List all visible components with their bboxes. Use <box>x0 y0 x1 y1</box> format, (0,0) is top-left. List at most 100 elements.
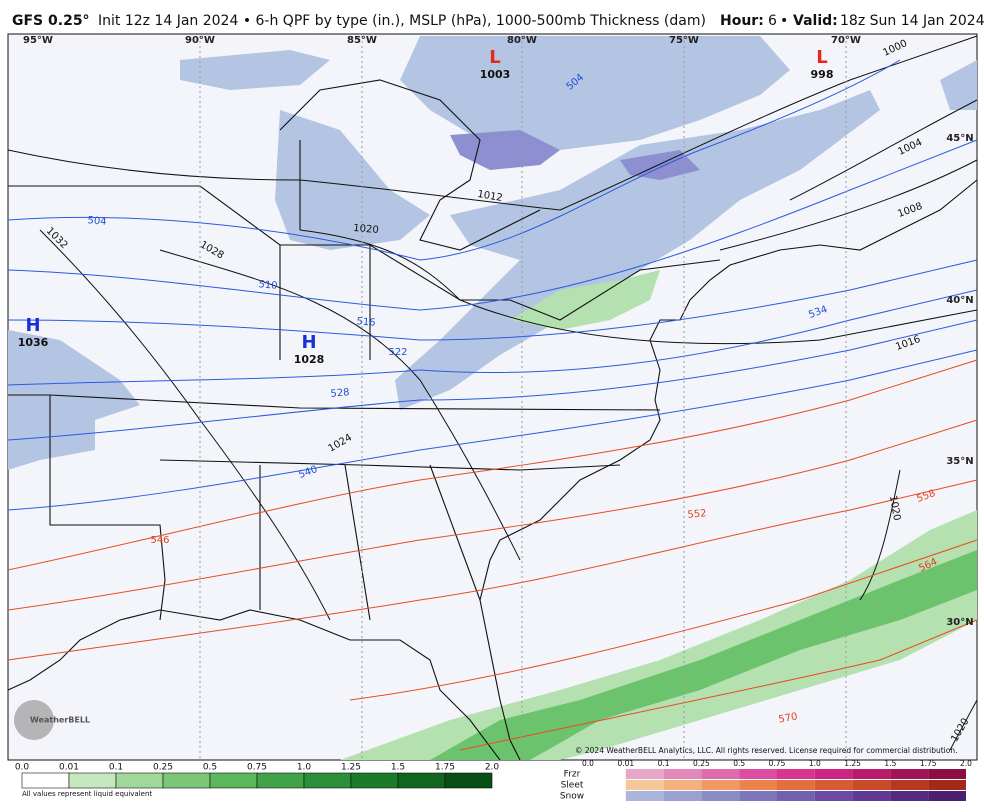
hour: 6 <box>768 13 777 29</box>
qpf-swatch <box>256 772 305 789</box>
qpf-tick-label: 0.25 <box>153 763 173 773</box>
type-swatch <box>777 791 815 801</box>
type-swatch <box>739 769 777 779</box>
type-swatch <box>928 791 966 801</box>
qpf-swatch <box>444 772 493 789</box>
header-description: Init 12z 14 Jan 2024 • 6-h QPF by type (… <box>98 13 706 29</box>
type-tick-label: 0.5 <box>733 759 745 768</box>
qpf-tick-label: 0.0 <box>15 763 30 773</box>
precip-type-label: Snow <box>560 792 584 802</box>
thickness-line <box>7 289 978 386</box>
qpf-tick-label: 1.5 <box>391 763 405 773</box>
thickness-line <box>7 139 978 311</box>
type-swatch <box>625 769 664 779</box>
type-swatch <box>588 769 626 779</box>
type-swatch <box>739 780 777 790</box>
hour-label: Hour: <box>720 13 764 29</box>
qpf-swatch <box>21 772 70 789</box>
qpf-swatch <box>303 772 352 789</box>
isobar <box>299 229 978 345</box>
type-swatch <box>701 791 740 801</box>
snow-area <box>395 90 880 410</box>
snow-area <box>275 110 430 250</box>
longitude-label: 75°W <box>669 35 699 46</box>
type-swatch <box>701 769 740 779</box>
cold-thickness <box>7 59 978 511</box>
border <box>159 459 621 471</box>
type-tick-label: 0.75 <box>769 759 786 768</box>
legend-note: All values represent liquid equivalent <box>22 790 152 798</box>
qpf-tick-label: 1.25 <box>341 763 361 773</box>
logo: WeatherBELL <box>14 700 90 740</box>
type-swatch <box>663 791 702 801</box>
type-swatch <box>663 780 702 790</box>
longitude-label: 95°W <box>23 35 53 46</box>
type-tick-label: 1.0 <box>809 759 821 768</box>
qpf-tick-label: 0.1 <box>109 763 123 773</box>
thickness-label: 504 <box>87 215 107 228</box>
thickness-line <box>7 319 978 441</box>
type-swatch <box>777 769 815 779</box>
type-swatch <box>814 780 853 790</box>
thickness-label: 528 <box>330 387 350 400</box>
legend: All values represent liquid equivalent 0… <box>15 759 972 802</box>
precip-type-label: Frzr <box>564 770 581 780</box>
heavy-snow-areas <box>450 130 700 180</box>
snow-areas <box>8 36 977 470</box>
type-swatch <box>701 780 740 790</box>
isobar <box>7 35 978 211</box>
isobar <box>159 249 521 561</box>
qpf-swatch <box>115 772 164 789</box>
type-tick-label: 0.25 <box>693 759 710 768</box>
warm-thickness <box>7 359 978 751</box>
qpf-tick-label: 1.0 <box>297 763 312 773</box>
isobars <box>7 35 978 751</box>
qpf-swatch <box>209 772 258 789</box>
coastline <box>479 179 978 761</box>
thickness-label: 546 <box>150 535 169 546</box>
type-swatch <box>625 780 664 790</box>
longitude-label: 80°W <box>507 35 537 46</box>
pressure-center-symbol: L <box>489 47 500 68</box>
snow-core <box>450 130 560 170</box>
type-swatch <box>663 769 702 779</box>
longitude-label: 70°W <box>831 35 861 46</box>
type-swatch <box>852 780 891 790</box>
type-swatch <box>890 780 929 790</box>
valid-time: 18z Sun 14 Jan 2024 <box>840 13 984 29</box>
type-swatch <box>890 769 929 779</box>
isobar-label: 1012 <box>476 189 503 204</box>
type-tick-label: 1.75 <box>920 759 937 768</box>
pressure-center-symbol: H <box>301 332 316 353</box>
isobar-label: 1020 <box>887 495 902 522</box>
type-swatch <box>814 791 853 801</box>
qpf-swatch <box>350 772 399 789</box>
border <box>49 394 661 411</box>
qpf-swatch <box>397 772 446 789</box>
latitude-label: 35°N <box>946 456 973 467</box>
qpf-tick-label: 2.0 <box>485 763 500 773</box>
type-tick-label: 1.5 <box>884 759 896 768</box>
logo-mark <box>14 700 54 740</box>
qpf-tick-label: 0.01 <box>59 763 79 773</box>
longitude-label: 85°W <box>347 35 377 46</box>
qpf-swatch <box>162 772 211 789</box>
type-swatch <box>625 791 664 801</box>
qpf-tick-label: 1.75 <box>435 763 455 773</box>
great-lakes <box>279 79 541 251</box>
valid-label: Valid: <box>793 13 838 29</box>
gulf-coast <box>7 609 501 761</box>
thickness-label: 510 <box>258 279 278 292</box>
type-swatch <box>852 769 891 779</box>
snow-area <box>940 60 977 110</box>
qpf-tick-label: 0.5 <box>203 763 217 773</box>
snow-area <box>180 50 330 90</box>
type-swatch <box>852 791 891 801</box>
logo-text: WeatherBELL <box>30 716 90 725</box>
type-swatch <box>588 791 626 801</box>
pressure-center-value: 1028 <box>294 353 325 366</box>
isobar <box>859 469 978 751</box>
border <box>259 245 481 621</box>
thickness-line <box>7 59 901 261</box>
